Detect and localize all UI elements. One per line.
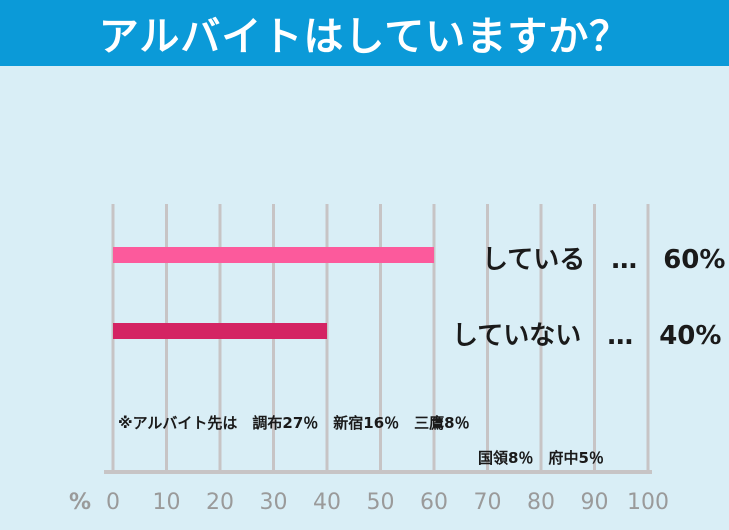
- x-tick-label-20: 20: [206, 490, 234, 515]
- x-tick-label-80: 80: [527, 490, 555, 515]
- x-tick-label-10: 10: [153, 490, 181, 515]
- x-tick-label-100: 100: [627, 490, 669, 515]
- x-axis-label: %: [69, 490, 91, 515]
- x-tick-label-0: 0: [106, 490, 120, 515]
- note-line-2: 国領8％ 府中5％: [478, 449, 604, 467]
- bar-data-label-1: していない … 40%: [452, 321, 722, 351]
- note-line-1: ※アルバイト先は 調布27％ 新宿16％ 三鷹8％: [118, 414, 470, 432]
- x-tick-label-90: 90: [581, 490, 609, 515]
- title-banner: アルバイトはしていますか？: [0, 0, 729, 66]
- bar-していない: [113, 323, 327, 339]
- x-tick-label-50: 50: [367, 490, 395, 515]
- x-tick-label-40: 40: [313, 490, 341, 515]
- x-tick-label-30: 30: [260, 490, 288, 515]
- page-title: アルバイトはしていますか？: [98, 14, 631, 60]
- bar-している: [113, 247, 434, 263]
- x-tick-label-60: 60: [420, 490, 448, 515]
- x-tick-label-70: 70: [474, 490, 502, 515]
- bar-data-label-0: している … 60%: [482, 245, 726, 275]
